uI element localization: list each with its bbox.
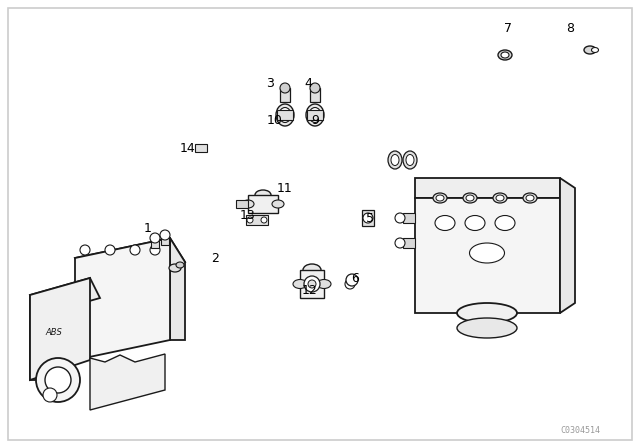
Circle shape xyxy=(345,279,355,289)
Circle shape xyxy=(261,217,267,223)
Ellipse shape xyxy=(435,215,455,231)
Polygon shape xyxy=(75,238,170,360)
Circle shape xyxy=(45,367,71,393)
Bar xyxy=(403,238,415,248)
Bar xyxy=(362,210,374,226)
Text: 8: 8 xyxy=(566,22,574,34)
Circle shape xyxy=(80,245,90,255)
Circle shape xyxy=(36,358,80,402)
Text: 1: 1 xyxy=(144,221,152,234)
Bar xyxy=(248,195,278,213)
Circle shape xyxy=(395,238,405,248)
Ellipse shape xyxy=(317,280,331,289)
Polygon shape xyxy=(560,178,575,313)
Polygon shape xyxy=(415,178,560,198)
Bar xyxy=(277,110,293,120)
Ellipse shape xyxy=(279,108,291,122)
Ellipse shape xyxy=(293,280,307,289)
Ellipse shape xyxy=(433,193,447,203)
Ellipse shape xyxy=(457,303,517,323)
Circle shape xyxy=(310,83,320,93)
Text: 13: 13 xyxy=(240,208,256,221)
Ellipse shape xyxy=(591,47,598,52)
Polygon shape xyxy=(170,238,185,340)
Bar xyxy=(280,88,290,102)
Ellipse shape xyxy=(255,190,271,200)
Text: 2: 2 xyxy=(211,251,219,264)
Circle shape xyxy=(150,233,160,243)
Bar xyxy=(300,270,324,298)
Ellipse shape xyxy=(493,193,507,203)
Polygon shape xyxy=(90,354,165,410)
Ellipse shape xyxy=(436,195,444,201)
Circle shape xyxy=(43,388,57,402)
Circle shape xyxy=(346,274,358,286)
Ellipse shape xyxy=(526,195,534,201)
Ellipse shape xyxy=(470,243,504,263)
Ellipse shape xyxy=(306,104,324,126)
Bar xyxy=(151,240,159,248)
Bar xyxy=(195,144,207,152)
Ellipse shape xyxy=(276,104,294,126)
Bar xyxy=(403,213,415,223)
Polygon shape xyxy=(30,278,90,380)
Text: C0304514: C0304514 xyxy=(560,426,600,435)
Circle shape xyxy=(308,280,316,288)
Circle shape xyxy=(363,213,373,223)
Ellipse shape xyxy=(406,155,414,165)
Text: 14: 14 xyxy=(180,142,196,155)
Circle shape xyxy=(247,217,253,223)
Text: 3: 3 xyxy=(266,77,274,90)
Ellipse shape xyxy=(309,108,321,122)
Text: 11: 11 xyxy=(277,181,293,194)
Ellipse shape xyxy=(303,264,321,276)
Text: 12: 12 xyxy=(302,284,318,297)
Bar xyxy=(246,215,268,225)
Ellipse shape xyxy=(403,151,417,169)
Circle shape xyxy=(304,276,320,292)
Ellipse shape xyxy=(388,151,402,169)
Polygon shape xyxy=(30,278,100,315)
Ellipse shape xyxy=(176,262,184,268)
Ellipse shape xyxy=(242,200,254,208)
Ellipse shape xyxy=(463,193,477,203)
Ellipse shape xyxy=(457,318,517,338)
Bar xyxy=(307,110,323,120)
Bar xyxy=(415,198,560,313)
Ellipse shape xyxy=(584,46,596,54)
Text: 4: 4 xyxy=(304,77,312,90)
Ellipse shape xyxy=(169,264,181,272)
Ellipse shape xyxy=(495,215,515,231)
Ellipse shape xyxy=(391,155,399,165)
Text: 10: 10 xyxy=(267,113,283,126)
Polygon shape xyxy=(75,238,185,282)
Text: ABS: ABS xyxy=(45,328,62,337)
Circle shape xyxy=(160,230,170,240)
Ellipse shape xyxy=(496,195,504,201)
Text: 6: 6 xyxy=(351,271,359,284)
Text: 7: 7 xyxy=(504,22,512,34)
Bar xyxy=(161,237,169,245)
Ellipse shape xyxy=(498,50,512,60)
Circle shape xyxy=(395,213,405,223)
Circle shape xyxy=(130,245,140,255)
Ellipse shape xyxy=(272,200,284,208)
Ellipse shape xyxy=(465,215,485,231)
Ellipse shape xyxy=(523,193,537,203)
Circle shape xyxy=(280,83,290,93)
Circle shape xyxy=(105,245,115,255)
Ellipse shape xyxy=(501,52,509,58)
Text: 5: 5 xyxy=(366,211,374,224)
Text: 9: 9 xyxy=(311,113,319,126)
Bar xyxy=(310,88,320,102)
Circle shape xyxy=(150,245,160,255)
Bar xyxy=(236,200,248,208)
Ellipse shape xyxy=(466,195,474,201)
Polygon shape xyxy=(30,295,40,380)
